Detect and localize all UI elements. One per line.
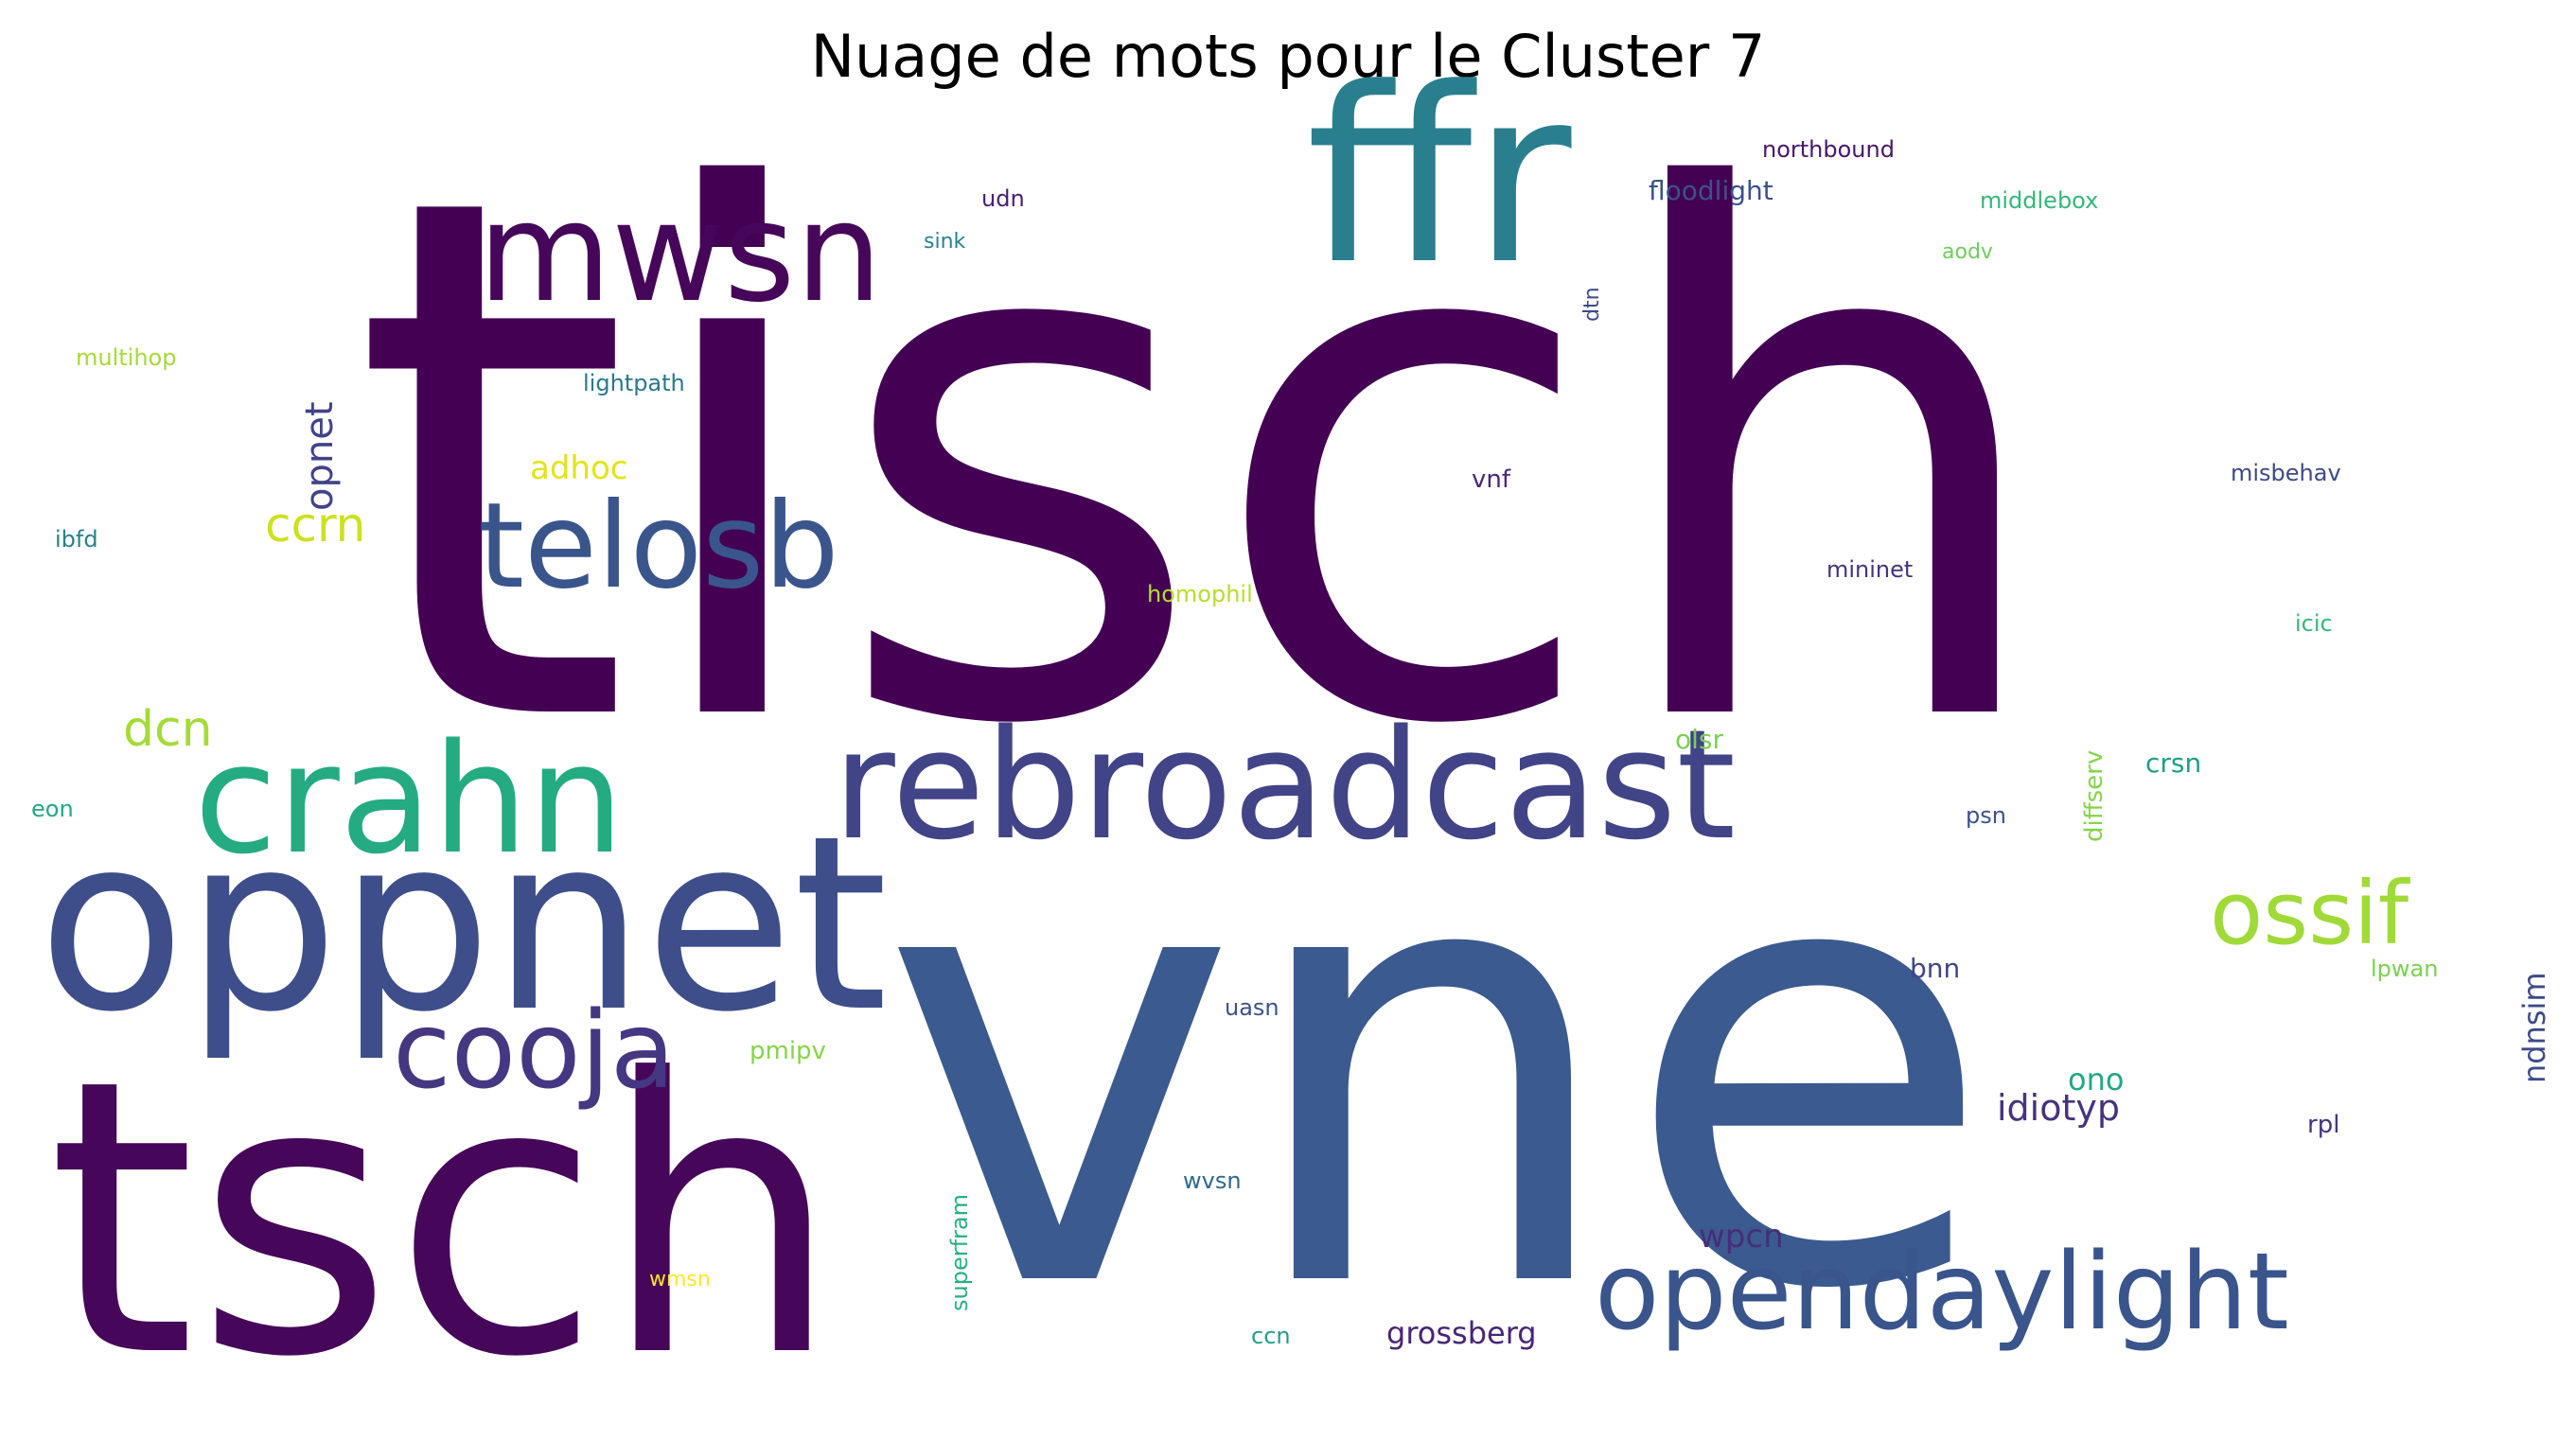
word-psn: psn	[1966, 802, 2006, 829]
word-pmipv: pmipv	[750, 1037, 826, 1065]
word-rpl: rpl	[2307, 1111, 2340, 1139]
word-opnet: opnet	[298, 401, 342, 511]
word-floodlight: floodlight	[1649, 175, 1773, 206]
word-ossif: ossif	[2210, 863, 2409, 964]
word-tsch: tsch	[47, 1000, 841, 1440]
word-northbound: northbound	[1762, 136, 1895, 163]
word-telosb: telosb	[478, 478, 839, 615]
word-vnf: vnf	[1472, 465, 1511, 494]
word-ffr: ffr	[1306, 37, 1572, 318]
word-sink: sink	[924, 230, 966, 254]
word-eon: eon	[31, 796, 74, 822]
word-cooja: cooja	[393, 990, 676, 1113]
word-crahn: crahn	[194, 711, 625, 887]
word-olsr: olsr	[1675, 724, 1724, 755]
word-ibfd: ibfd	[55, 526, 98, 553]
word-misbehav: misbehav	[2231, 460, 2341, 486]
word-wmsn: wmsn	[649, 1268, 711, 1291]
word-opendaylight: opendaylight	[1595, 1231, 2289, 1354]
word-diffserv: diffserv	[2080, 749, 2108, 842]
word-middlebox: middlebox	[1980, 187, 2099, 214]
word-rebroadcast: rebroadcast	[833, 696, 1737, 873]
chart-title: Nuage de mots pour le Cluster 7	[810, 22, 1766, 91]
word-lightpath: lightpath	[583, 370, 685, 396]
word-lpwan: lpwan	[2371, 956, 2439, 982]
word-adhoc: adhoc	[530, 449, 628, 487]
word-mwsn: mwsn	[478, 173, 883, 333]
word-idiotyp: idiotyp	[1997, 1087, 2120, 1129]
word-tisch: tisch	[350, 45, 2058, 882]
word-ono: ono	[2068, 1062, 2125, 1098]
word-udn: udn	[981, 185, 1025, 212]
word-wvsn: wvsn	[1183, 1168, 1242, 1194]
word-cloud: tisch vne tsch oppnet ffr rebroadcast cr…	[31, 37, 2552, 1421]
word-homophil: homophil	[1147, 581, 1253, 607]
word-superfram: superfram	[946, 1194, 973, 1311]
word-bnn: bnn	[1910, 953, 1961, 984]
word-dcn: dcn	[123, 701, 213, 758]
word-mininet: mininet	[1826, 556, 1914, 583]
word-oppnet: oppnet	[38, 784, 889, 1065]
word-dtn: dtn	[1580, 287, 1604, 322]
word-wpcn: wpcn	[1699, 1218, 1784, 1256]
word-icic: icic	[2295, 610, 2333, 637]
word-crsn: crsn	[2145, 747, 2202, 779]
word-aodv: aodv	[1942, 240, 1993, 264]
word-multihop: multihop	[76, 344, 177, 371]
word-uasn: uasn	[1225, 994, 1279, 1021]
word-ccn: ccn	[1251, 1323, 1291, 1349]
word-vne: vne	[880, 716, 1996, 1421]
word-ccrn: ccrn	[265, 498, 366, 553]
word-ndnsim: ndnsim	[2516, 972, 2552, 1083]
word-grossberg: grossberg	[1386, 1315, 1537, 1351]
